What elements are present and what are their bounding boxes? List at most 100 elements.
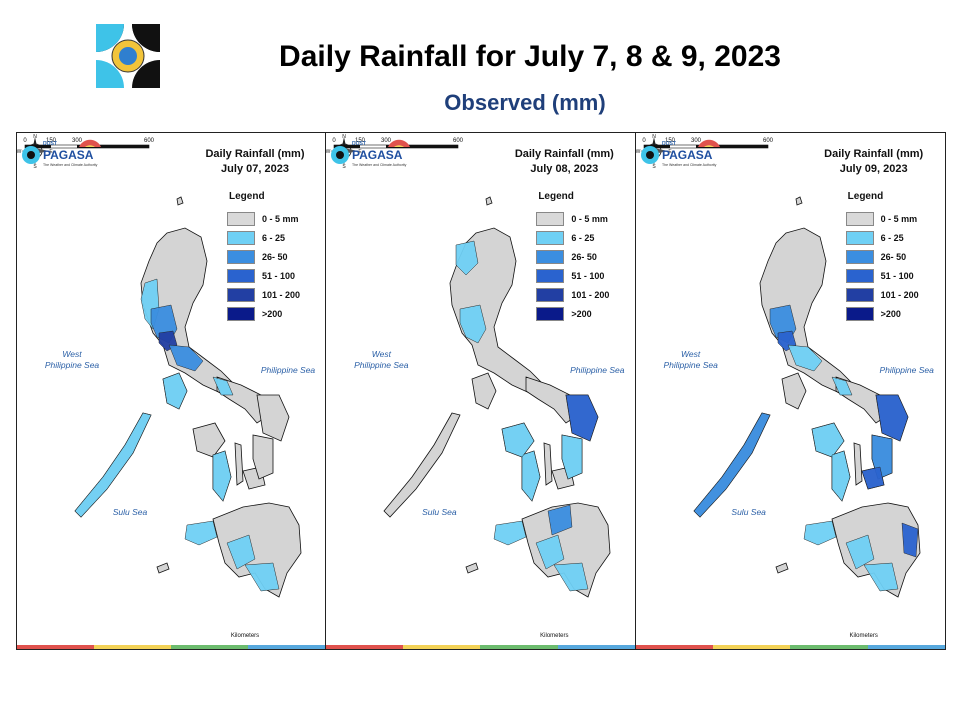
legend-swatch xyxy=(845,249,874,264)
rain-region-samar xyxy=(875,394,908,442)
compass-label-s: S xyxy=(343,164,347,169)
rain-region-bicol-west xyxy=(831,376,853,396)
footer-color-strip xyxy=(326,645,635,649)
map-panel: N S E W Daily Rainfall (mm) July 08, 2023 L… xyxy=(326,133,636,649)
rain-region-palawan xyxy=(693,412,771,518)
legend-label: 101 - 200 xyxy=(571,289,610,300)
scale-unit-label: Kilometers xyxy=(230,633,260,639)
legend-item: 26- 50 xyxy=(845,247,919,266)
legend-item: 101 - 200 xyxy=(536,285,609,304)
footer-color-segment xyxy=(867,645,945,649)
panel-title: Daily Rainfall (mm) July 08, 2023 xyxy=(494,147,634,177)
legend-label: 6 - 25 xyxy=(262,232,286,243)
scale-unit-label: Kilometers xyxy=(849,633,878,639)
scale-tick-label: 0 xyxy=(23,138,27,144)
island-samar xyxy=(256,394,290,442)
legend-swatch xyxy=(227,230,255,245)
panel-title-text: Daily Rainfall (mm) xyxy=(205,148,305,160)
legend: 0 - 5 mm 6 - 25 26- 50 51 - 100 101 - 200 >20… xyxy=(845,209,919,323)
island-mindoro xyxy=(781,372,807,410)
philippines-map xyxy=(693,196,921,598)
island-sulu-islands xyxy=(465,562,479,574)
legend-item: >200 xyxy=(536,304,609,323)
rain-region-southern-tagalog xyxy=(787,344,822,372)
compass-label-n: N xyxy=(33,134,37,140)
legend-swatch xyxy=(227,287,255,302)
legend-swatch xyxy=(536,211,565,226)
agency-name-text: PAGASA xyxy=(43,148,94,162)
agency-dost-text: DOST xyxy=(352,141,366,147)
philippines-map xyxy=(74,196,302,598)
compass-label-w: W xyxy=(326,149,331,155)
legend-title: Legend xyxy=(847,191,884,202)
footer-color-strip xyxy=(17,645,326,649)
legend-swatch xyxy=(845,230,874,245)
legend-label: 6 - 25 xyxy=(571,232,595,243)
south-sea-label: Sulu Sea xyxy=(731,507,766,517)
rain-region-samar xyxy=(566,394,599,442)
legend-item: 0 - 5 mm xyxy=(845,209,919,228)
rain-region-davao-east xyxy=(901,522,918,558)
scale-tick-label: 300 xyxy=(381,138,392,144)
footer-color-segment xyxy=(248,645,326,649)
map-panel: N S E W Daily Rainfall (mm) July 09, 2023 L… xyxy=(635,133,945,649)
legend-label: >200 xyxy=(262,308,283,319)
south-sea-label: Sulu Sea xyxy=(112,507,148,517)
rain-region-central-luzon xyxy=(460,304,487,344)
panel-title: Daily Rainfall (mm) July 09, 2023 xyxy=(804,147,944,177)
scale-tick-label: 0 xyxy=(333,138,337,144)
philippines-map xyxy=(383,196,611,598)
compass-label-e: E xyxy=(359,149,363,155)
compass-label-n: N xyxy=(652,134,656,140)
compass-label-e: E xyxy=(668,149,672,155)
east-sea-label: Philippine Sea xyxy=(570,365,625,375)
rain-region-zamboanga xyxy=(803,520,836,546)
legend-label: 101 - 200 xyxy=(262,289,301,300)
panel-title-text: Daily Rainfall (mm) xyxy=(514,148,614,160)
legend-item: 0 - 5 mm xyxy=(536,209,609,228)
legend-swatch xyxy=(227,306,255,321)
rain-region-mindoro xyxy=(162,372,188,410)
island-cebu xyxy=(853,442,863,486)
footer-color-segment xyxy=(403,645,481,649)
panel-title-text: Daily Rainfall (mm) xyxy=(824,148,924,160)
legend-item: 101 - 200 xyxy=(845,285,919,304)
legend-swatch xyxy=(536,287,565,302)
island-mindanao xyxy=(212,502,302,598)
legend-title: Legend xyxy=(229,191,265,202)
rain-region-panay xyxy=(502,422,535,458)
legend-swatch xyxy=(845,211,874,226)
scale-tick-label: 150 xyxy=(355,138,366,144)
legend-item: 6 - 25 xyxy=(845,228,919,247)
south-sea-label: Sulu Sea xyxy=(422,507,457,517)
rain-region-central-mindanao xyxy=(536,534,565,570)
rain-region-southern-mindanao xyxy=(863,562,898,592)
scale-tick-label: 600 xyxy=(763,138,774,144)
rain-region-bicol-west xyxy=(212,376,234,396)
rain-region-central-mindanao xyxy=(845,534,874,570)
legend-label: 26- 50 xyxy=(880,251,907,262)
legend-item: 26- 50 xyxy=(536,247,609,266)
legend-label: 51 - 100 xyxy=(262,270,296,281)
island-batanes xyxy=(485,196,493,206)
rain-region-leyte xyxy=(562,434,583,480)
rain-region-ilocos-north xyxy=(456,240,479,276)
island-cebu xyxy=(234,442,244,486)
footer-color-strip xyxy=(635,645,945,649)
west-sea-label: West Philippine Sea xyxy=(44,349,100,370)
island-batanes xyxy=(176,196,184,206)
legend-swatch xyxy=(536,306,565,321)
compass-label-s: S xyxy=(33,164,37,169)
legend-swatch xyxy=(536,249,565,264)
panel-date: July 08, 2023 xyxy=(530,163,599,175)
rain-region-northern-mindanao xyxy=(548,504,573,536)
panel-date: July 07, 2023 xyxy=(221,163,289,175)
footer-color-segment xyxy=(635,645,713,649)
agency-name-text: PAGASA xyxy=(352,148,403,162)
pagasa-seal-logo xyxy=(96,24,160,88)
island-mindanao xyxy=(831,502,921,598)
legend-item: 101 - 200 xyxy=(227,285,300,304)
